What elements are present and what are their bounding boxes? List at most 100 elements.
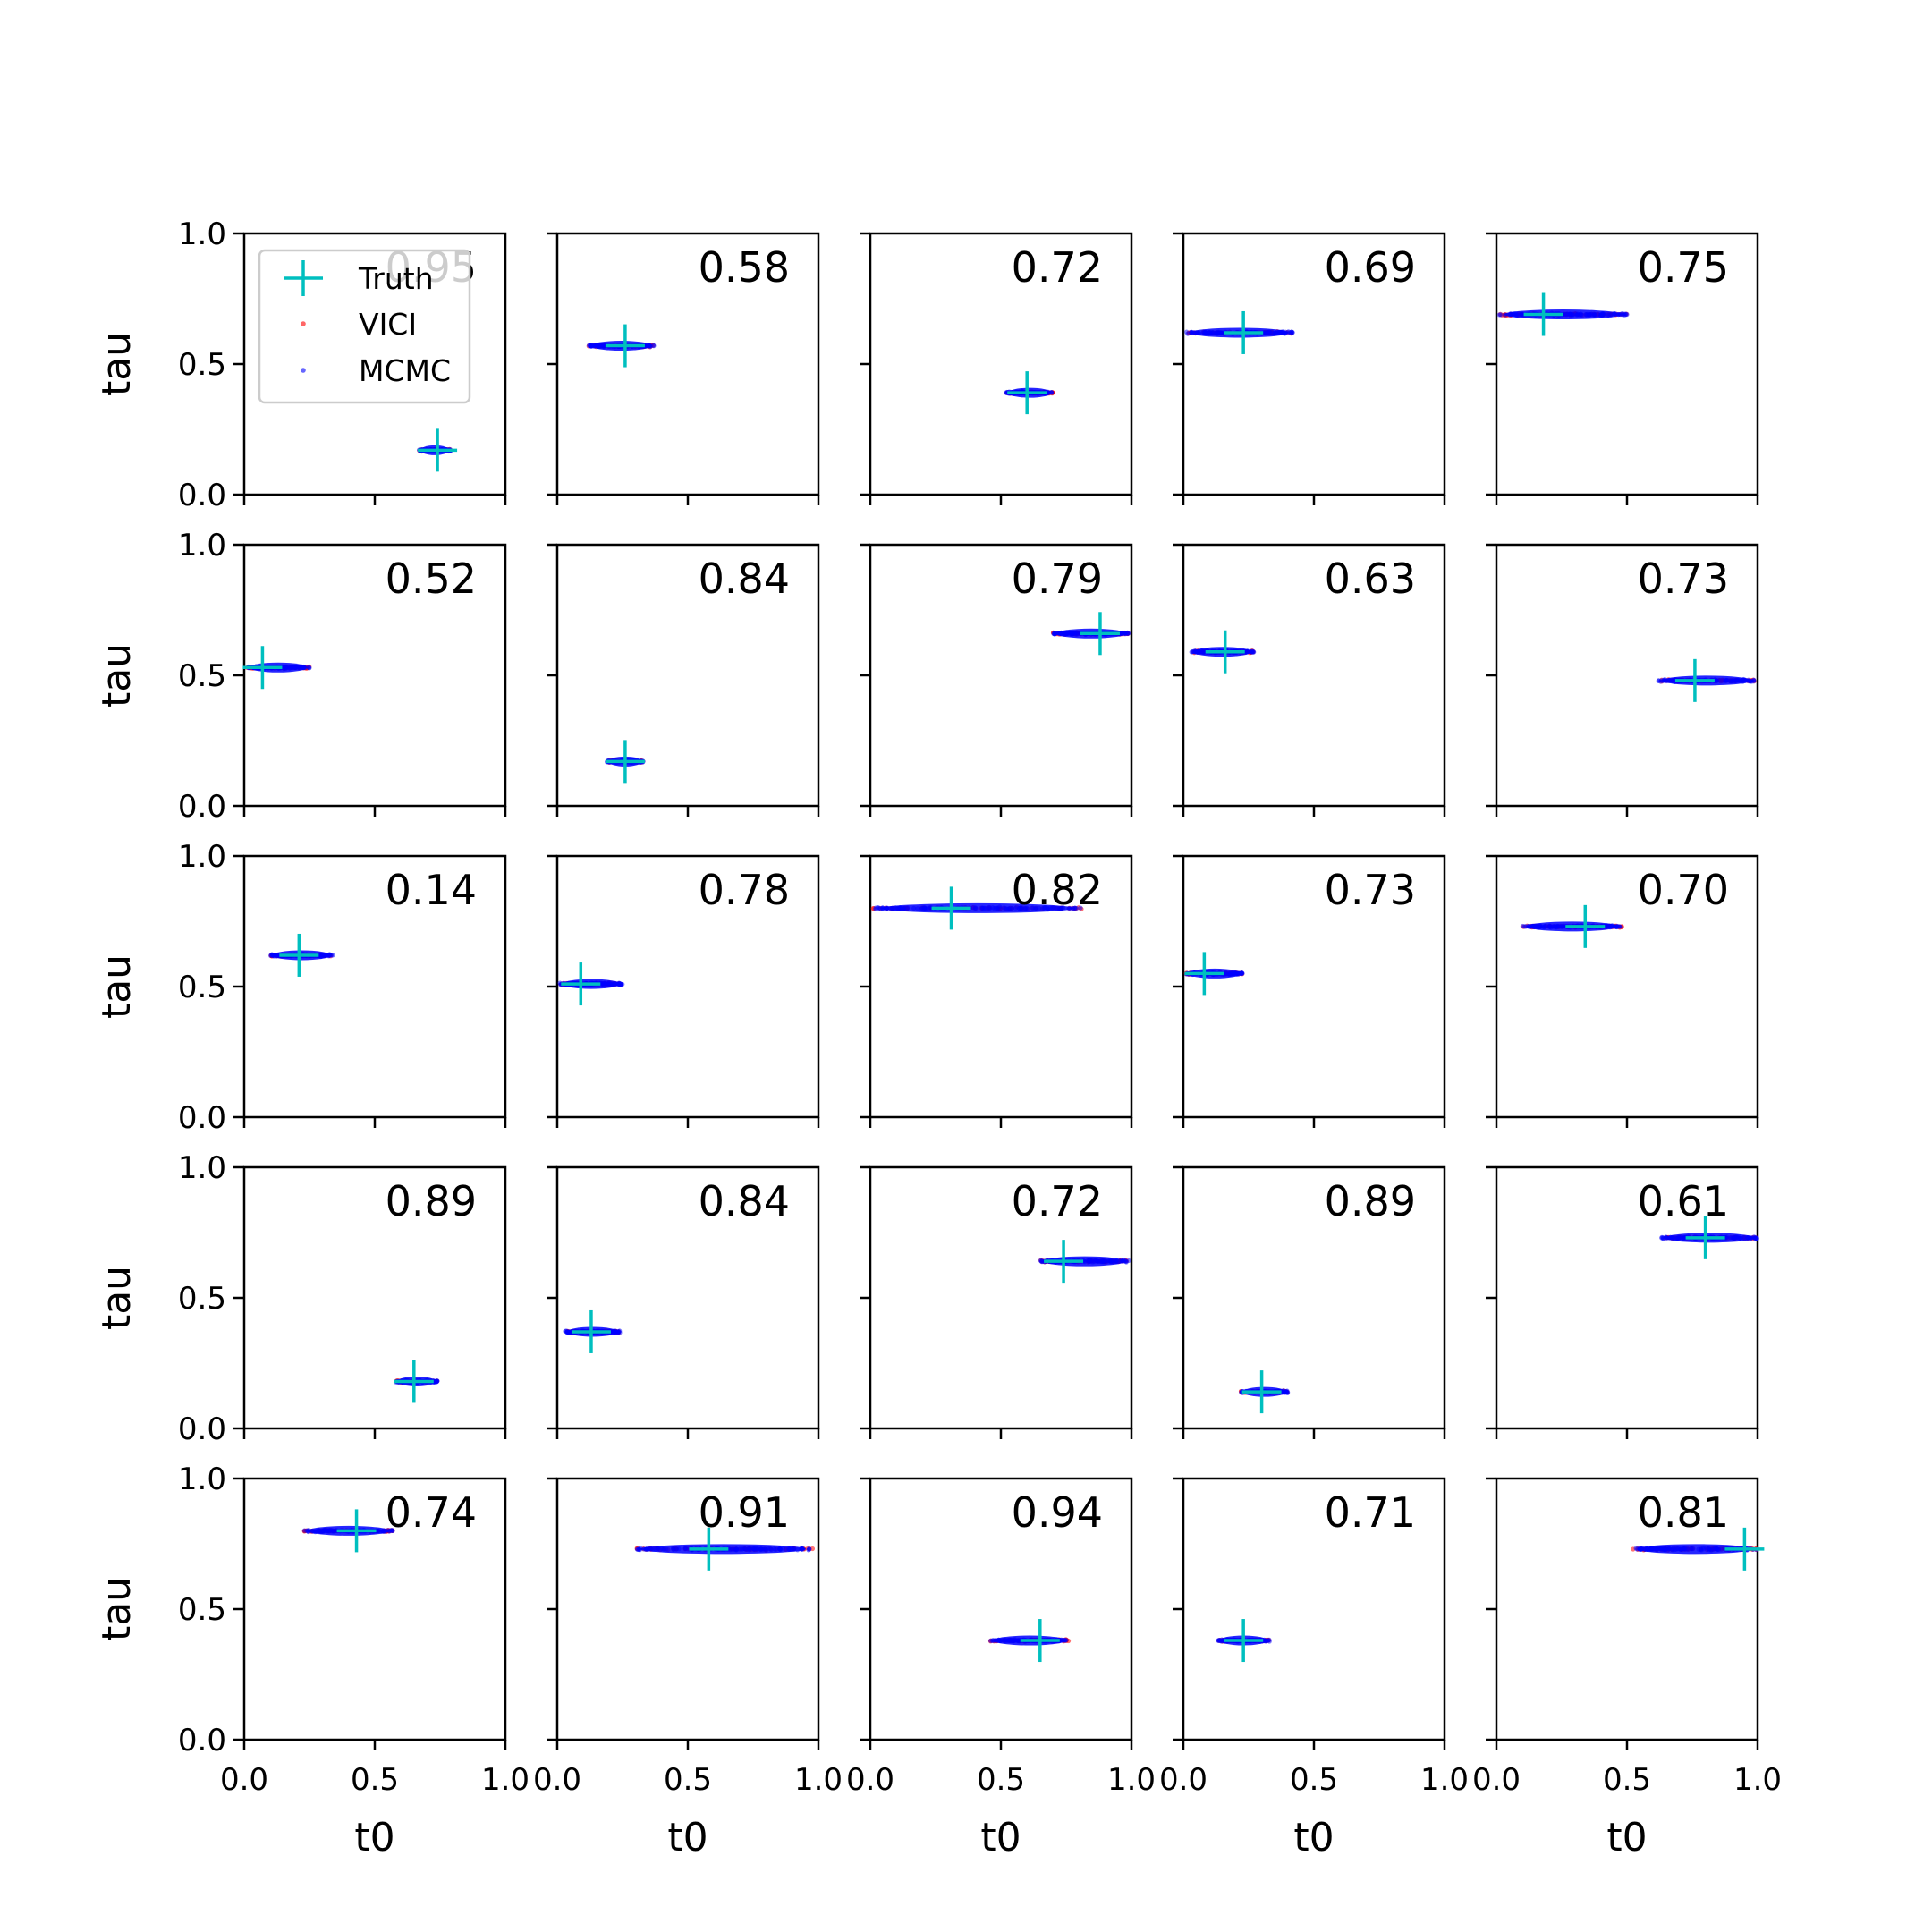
subplot-frame [1182,543,1446,808]
subplot-4-2: 0.84 [547,1165,820,1439]
mcmc-point [648,1546,653,1551]
mcmc-point [1538,924,1543,929]
y-tick-label: 1.0 [178,528,226,564]
truth-marker [1523,292,1563,336]
mcmc-point [682,1546,688,1551]
mcmc-point [1106,1258,1112,1264]
mcmc-point [759,1546,765,1552]
mcmc-point [1747,679,1753,684]
mcmc-point [1597,312,1604,318]
legend-label: MCMC [359,353,451,388]
truth-marker [1205,630,1245,674]
mcmc-point [733,1546,739,1552]
panel-overlap-label: 0.63 [1325,555,1416,603]
mcmc-point [1239,970,1244,976]
mcmc-point [1700,1545,1706,1551]
mcmc-point [610,1329,615,1335]
mcmc-point [1066,630,1072,635]
mcmc-point [1087,1258,1093,1264]
mcmc-point [746,1547,752,1553]
mcmc-point [789,1546,795,1552]
truth-marker [1674,658,1715,702]
subplot-4-5: 0.61 [1486,1165,1759,1439]
mcmc-point [1185,331,1191,336]
truth-marker [605,740,645,784]
mcmc-point [885,906,890,911]
mcmc-point [634,1546,640,1552]
mcmc-point [301,664,307,670]
mcmc-point [972,906,978,911]
mcmc-point [564,1329,570,1335]
panel-overlap-label: 0.69 [1325,243,1416,292]
subplot-1-2: 0.58 [547,232,820,505]
mcmc-point [1674,1235,1680,1241]
x-tick-label: 0.0 [1159,1762,1208,1798]
subplot-frame [1182,232,1446,496]
y-tick-label: 1.0 [178,839,226,875]
mcmc-point [1114,1258,1120,1264]
x-tick-label: 0.0 [533,1762,581,1798]
mcmc-point [765,1546,770,1552]
mcmc-point [321,1528,326,1534]
x-tick-label: 0.5 [977,1762,1025,1798]
mcmc-point [1619,310,1625,317]
mcmc-point [1189,330,1194,335]
y-axis-label: tau [94,643,140,708]
mcmc-point [1657,679,1664,684]
mcmc-point [751,1546,757,1552]
mcmc-point [1099,1258,1105,1264]
subplot-frame [555,543,820,808]
mcmc-point [1060,631,1065,636]
mcmc-point [1119,631,1124,636]
x-tick-label: 0.0 [220,1762,268,1798]
mcmc-point [270,953,275,958]
subplot-3-2: 0.78 [547,854,820,1128]
subplot-4-4: 0.89 [1173,1165,1446,1439]
x-axis-label: t0 [354,1815,394,1860]
mcmc-point [1664,1234,1669,1240]
x-tick-label: 0.5 [664,1762,712,1798]
mcmc-point [1639,1546,1644,1552]
legend-label: VICI [359,307,417,342]
mcmc-point [1049,390,1055,395]
y-tick-label: 0.5 [178,1592,226,1628]
mcmc-point [1542,924,1547,929]
panel-overlap-label: 0.91 [699,1488,790,1537]
mcmc-point [1284,1390,1291,1395]
mcmc-point [324,953,329,958]
mcmc-point [1670,1547,1675,1553]
y-tick-label: 1.0 [178,1462,226,1497]
legend-label: Truth [358,261,434,296]
mcmc-point [875,905,880,911]
mcmc-point [1220,330,1225,335]
truth-marker [1224,310,1264,354]
mcmc-point [1659,1546,1665,1551]
mcmc-point [1125,631,1131,636]
mcmc-point [287,665,292,671]
subplot-frame [869,854,1133,1119]
mcmc-point [911,905,917,911]
panel-overlap-label: 0.72 [1012,1177,1103,1225]
panel-overlap-label: 0.89 [1325,1177,1416,1225]
mcmc-point [1078,905,1083,911]
mcmc-point [643,1546,648,1552]
panel-overlap-label: 0.75 [1638,243,1729,292]
mcmc-point [1235,970,1241,976]
mcmc-point [1062,1637,1067,1643]
mcmc-point [1608,312,1614,318]
mcmc-point [670,1546,676,1551]
y-tick-label: 0.0 [178,1723,226,1758]
mcmc-point [1734,678,1740,683]
mcmc-point [1608,924,1614,929]
mcmc-point [1585,311,1590,317]
legend: Truth VICI MCMC [258,249,471,404]
y-axis-label: tau [94,1577,140,1641]
truth-marker [242,646,283,690]
panel-overlap-label: 0.74 [386,1488,477,1537]
mcmc-point [1038,1258,1045,1264]
mcmc-point [1274,330,1280,336]
mcmc-point [1652,1546,1657,1552]
mcmc-point [1568,311,1573,317]
